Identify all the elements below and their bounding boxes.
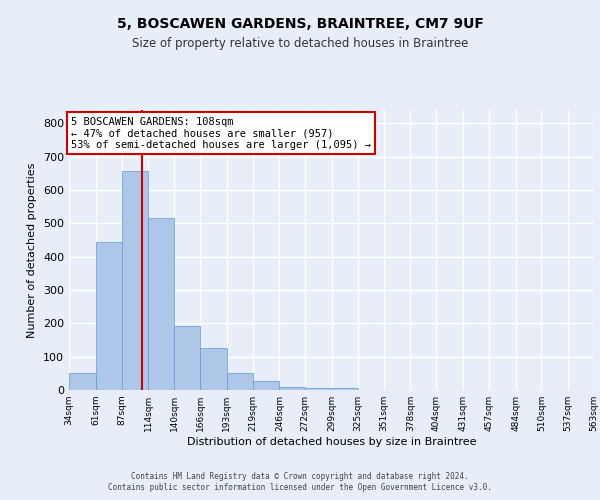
- Text: Contains HM Land Registry data © Crown copyright and database right 2024.
Contai: Contains HM Land Registry data © Crown c…: [108, 472, 492, 492]
- Text: 5 BOSCAWEN GARDENS: 108sqm
← 47% of detached houses are smaller (957)
53% of sem: 5 BOSCAWEN GARDENS: 108sqm ← 47% of deta…: [71, 116, 371, 150]
- Bar: [148, 218, 174, 390]
- Bar: [227, 372, 253, 390]
- Bar: [200, 348, 227, 390]
- Bar: [122, 171, 148, 390]
- Bar: [174, 326, 200, 390]
- Bar: [96, 242, 122, 390]
- Y-axis label: Number of detached properties: Number of detached properties: [28, 162, 37, 338]
- Bar: [253, 381, 280, 390]
- Bar: [69, 374, 96, 390]
- Text: Size of property relative to detached houses in Braintree: Size of property relative to detached ho…: [132, 38, 468, 51]
- Bar: [305, 388, 332, 390]
- Bar: [280, 386, 305, 390]
- Text: 5, BOSCAWEN GARDENS, BRAINTREE, CM7 9UF: 5, BOSCAWEN GARDENS, BRAINTREE, CM7 9UF: [116, 18, 484, 32]
- Bar: [332, 388, 358, 390]
- X-axis label: Distribution of detached houses by size in Braintree: Distribution of detached houses by size …: [187, 437, 476, 447]
